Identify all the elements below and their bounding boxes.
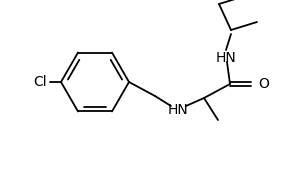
Text: HN: HN bbox=[168, 103, 188, 117]
Text: HN: HN bbox=[216, 51, 236, 65]
Text: O: O bbox=[258, 77, 269, 91]
Text: Cl: Cl bbox=[34, 75, 47, 89]
